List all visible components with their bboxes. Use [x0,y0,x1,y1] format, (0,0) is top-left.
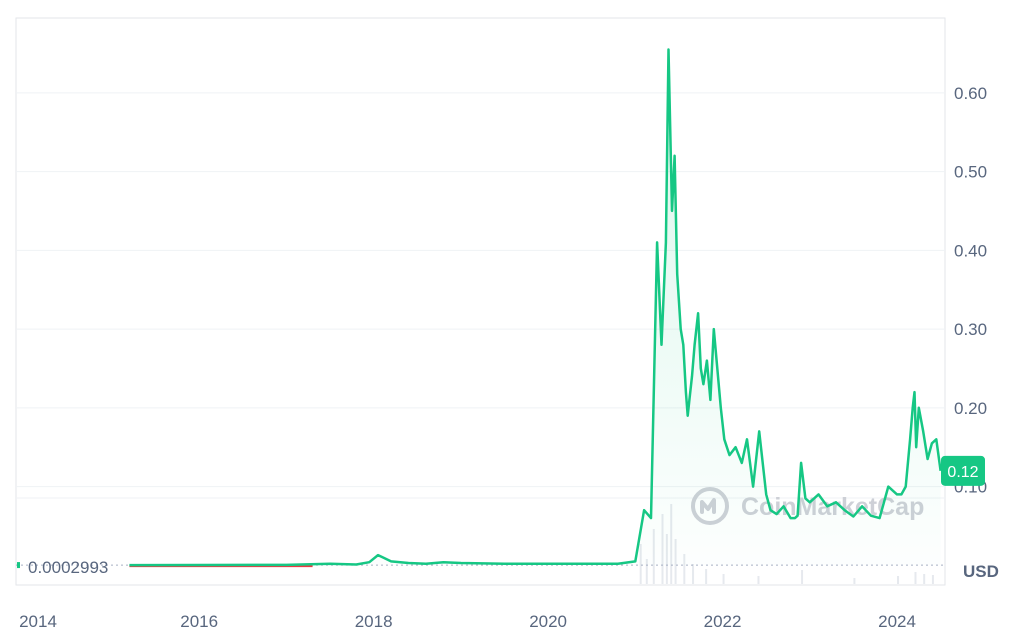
price-area [129,49,941,566]
price-line [129,48,942,567]
volume-bar [722,574,725,584]
volume-bar [757,576,760,584]
x-tick-label: 2014 [19,612,57,631]
volume-bar [897,576,900,584]
unit-label: USD [963,562,999,581]
y-tick-label: 0.50 [954,163,987,182]
volume-bar [801,570,804,584]
volume-bar [692,564,695,584]
x-tick-label: 2016 [180,612,218,631]
plot-frame [15,17,946,586]
y-tick-label: 0.20 [954,399,987,418]
volume-bar [923,574,926,584]
current-price-badge: 0.12 [941,455,985,486]
x-tick-label: 2020 [529,612,567,631]
start-marker [17,562,20,569]
badge-value: 0.12 [947,464,978,481]
grid-lines [16,92,945,499]
y-tick-label: 0.40 [954,241,987,260]
volume-bar [914,572,917,584]
badge-background [941,455,985,486]
x-tick-label: 2022 [704,612,742,631]
volume-bar [853,578,856,584]
x-axis-ticks: 2014 2016 2018 2020 2022 2024 [19,612,916,631]
volume-bar [705,569,708,584]
volume-bar [645,559,648,584]
y-tick-label: 0.60 [954,84,987,103]
baseline-value-label: 0.0002993 [28,558,108,577]
y-axis-ticks: 0.600.500.400.300.200.10 [954,84,987,497]
x-tick-label: 2018 [355,612,393,631]
x-tick-label: 2024 [878,612,916,631]
volume-bar [931,575,934,584]
y-tick-label: 0.30 [954,320,987,339]
volume-bar [683,554,686,584]
